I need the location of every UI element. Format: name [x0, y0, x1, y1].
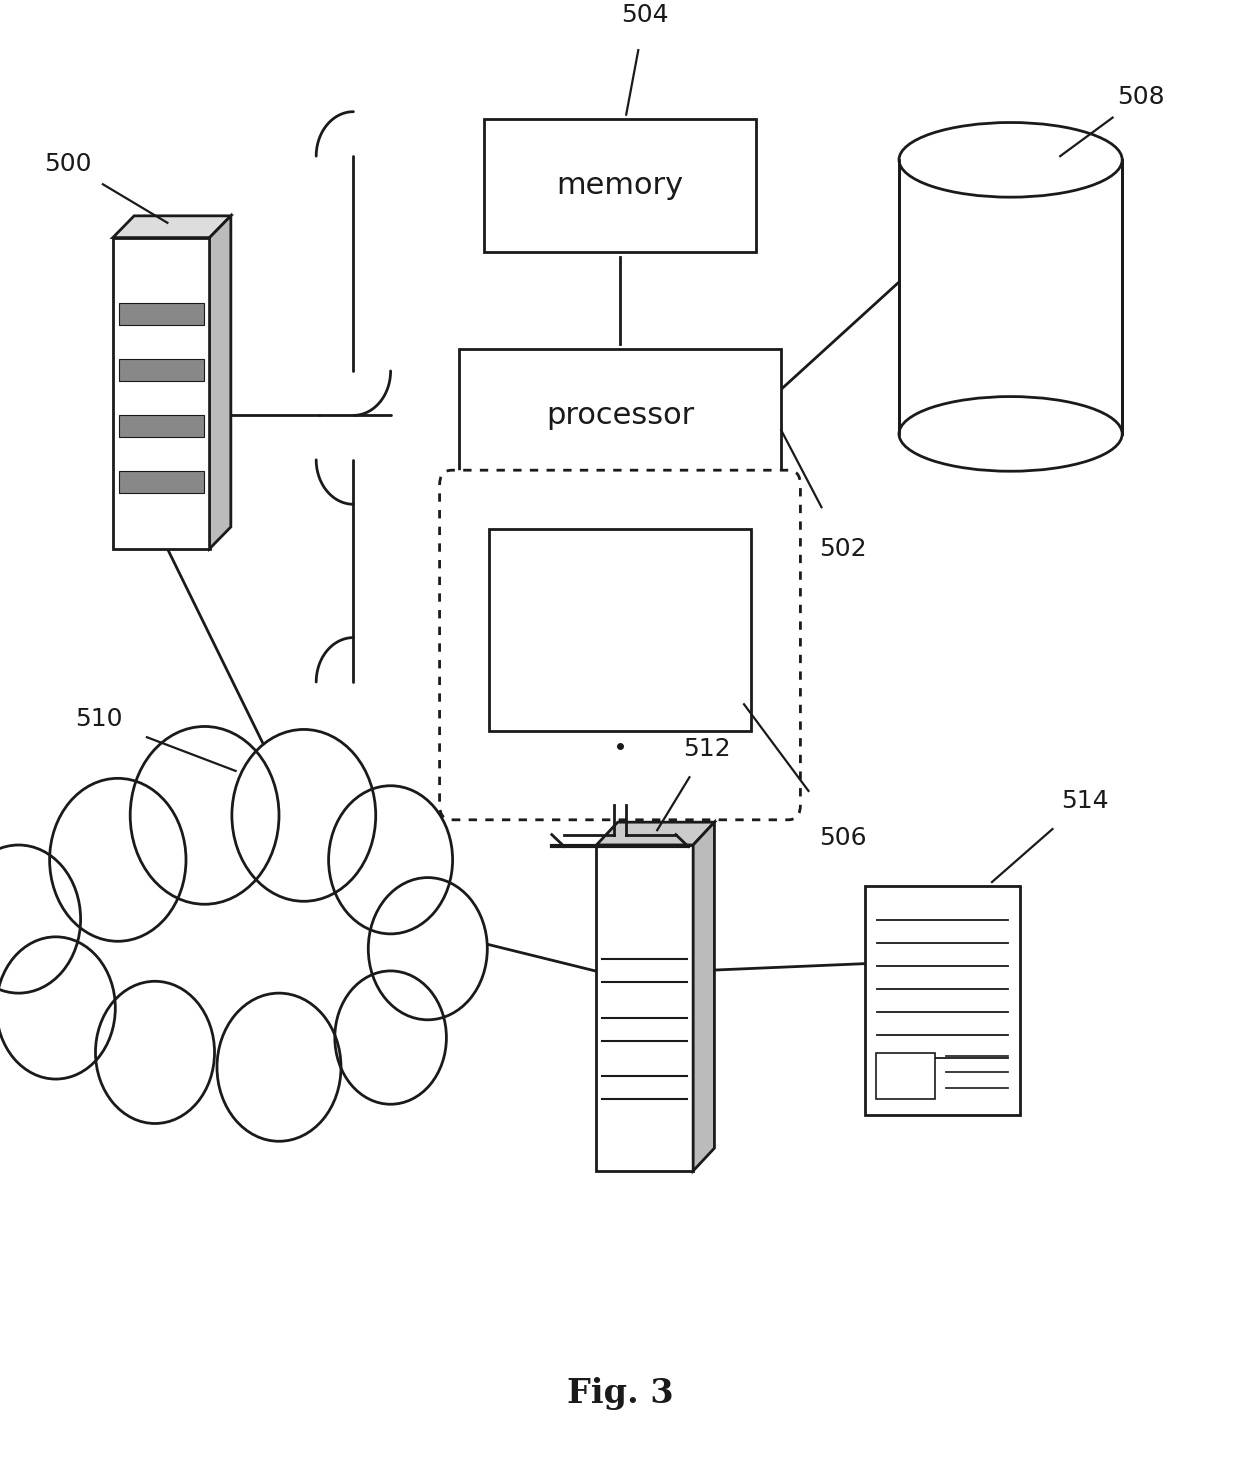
- Circle shape: [217, 993, 341, 1141]
- Polygon shape: [113, 237, 210, 548]
- Circle shape: [130, 726, 279, 904]
- Polygon shape: [119, 359, 203, 381]
- Polygon shape: [119, 471, 203, 492]
- Polygon shape: [119, 302, 203, 325]
- Ellipse shape: [899, 123, 1122, 197]
- Circle shape: [50, 778, 186, 941]
- Text: processor: processor: [546, 402, 694, 430]
- Text: 506: 506: [820, 825, 867, 849]
- Text: 504: 504: [621, 3, 668, 27]
- FancyBboxPatch shape: [439, 470, 801, 820]
- Circle shape: [368, 877, 487, 1020]
- Circle shape: [232, 729, 376, 901]
- Polygon shape: [119, 415, 203, 437]
- Ellipse shape: [899, 397, 1122, 471]
- Circle shape: [0, 937, 115, 1079]
- Polygon shape: [899, 160, 1122, 434]
- Text: 514: 514: [1061, 788, 1109, 812]
- Text: memory: memory: [557, 172, 683, 200]
- FancyBboxPatch shape: [484, 119, 756, 252]
- Text: 510: 510: [76, 707, 123, 731]
- FancyBboxPatch shape: [459, 348, 781, 482]
- Text: 512: 512: [683, 737, 730, 760]
- Polygon shape: [596, 823, 714, 845]
- Circle shape: [95, 981, 215, 1123]
- Polygon shape: [210, 216, 231, 548]
- Text: 502: 502: [820, 536, 867, 560]
- Circle shape: [329, 785, 453, 934]
- Text: Fig. 3: Fig. 3: [567, 1377, 673, 1409]
- Polygon shape: [596, 845, 693, 1171]
- FancyBboxPatch shape: [866, 886, 1019, 1116]
- Text: 500: 500: [45, 151, 92, 175]
- Text: 508: 508: [1117, 84, 1164, 108]
- FancyBboxPatch shape: [489, 529, 751, 731]
- Polygon shape: [113, 216, 231, 237]
- FancyBboxPatch shape: [875, 1054, 935, 1100]
- Polygon shape: [693, 823, 714, 1171]
- Circle shape: [0, 845, 81, 993]
- Circle shape: [335, 971, 446, 1104]
